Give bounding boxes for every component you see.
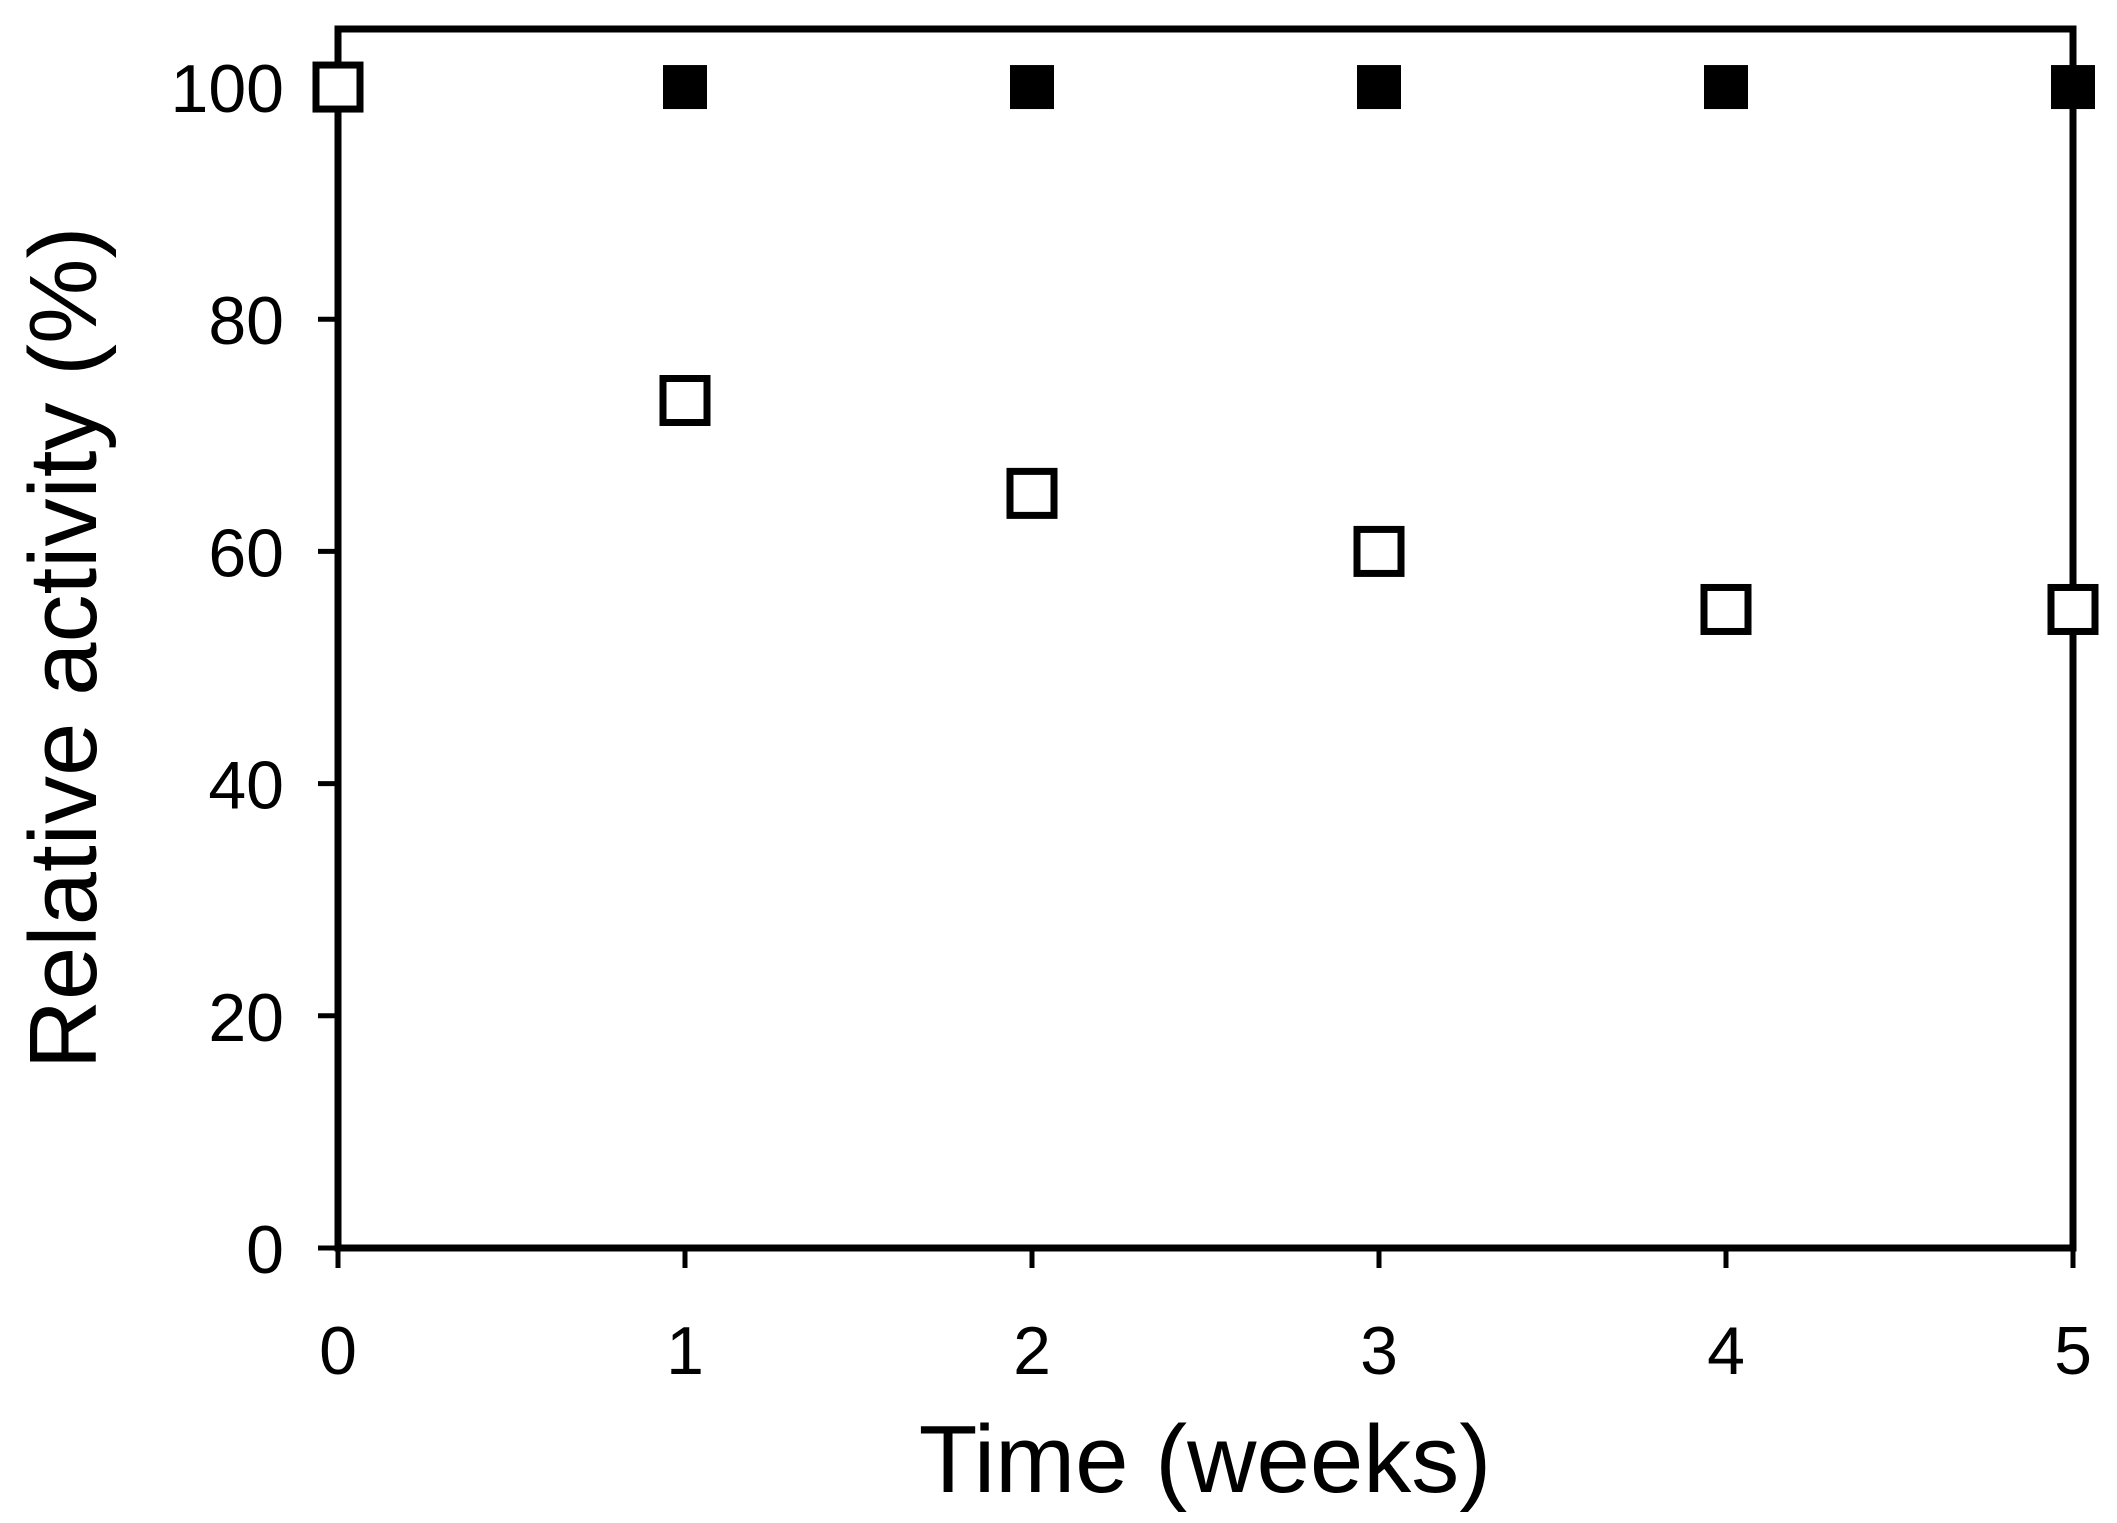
x-tick-label: 1 bbox=[666, 1313, 704, 1389]
y-tick-label: 20 bbox=[208, 980, 284, 1056]
x-tick-label: 0 bbox=[319, 1313, 357, 1389]
data-point-filled-square bbox=[1010, 65, 1054, 110]
y-tick-label: 40 bbox=[208, 748, 284, 824]
data-point-open-square bbox=[659, 375, 711, 427]
data-point-open-square bbox=[1353, 525, 1405, 577]
y-tick-label: 60 bbox=[208, 515, 284, 591]
x-tick-label: 5 bbox=[2054, 1313, 2092, 1389]
data-point-filled-square bbox=[663, 65, 707, 110]
data-point-open-square bbox=[2047, 583, 2099, 635]
x-tick-label: 2 bbox=[1013, 1313, 1051, 1389]
data-point-open-square bbox=[312, 61, 364, 113]
y-tick-label: 100 bbox=[171, 51, 284, 127]
x-tick-label: 4 bbox=[1707, 1313, 1745, 1389]
plot-frame bbox=[334, 25, 2077, 1252]
data-point-open-square bbox=[1006, 467, 1058, 519]
data-point-filled-square bbox=[2051, 65, 2095, 110]
data-point-filled-square bbox=[1357, 65, 1401, 110]
x-axis-title: Time (weeks) bbox=[919, 1406, 1491, 1513]
y-tick-label: 80 bbox=[208, 283, 284, 359]
data-point-open-square bbox=[1700, 583, 1752, 635]
y-tick-label: 0 bbox=[246, 1212, 284, 1288]
data-point-filled-square bbox=[1704, 65, 1748, 110]
y-axis-title: Relative activity (%) bbox=[10, 227, 117, 1070]
x-tick-label: 3 bbox=[1360, 1313, 1398, 1389]
